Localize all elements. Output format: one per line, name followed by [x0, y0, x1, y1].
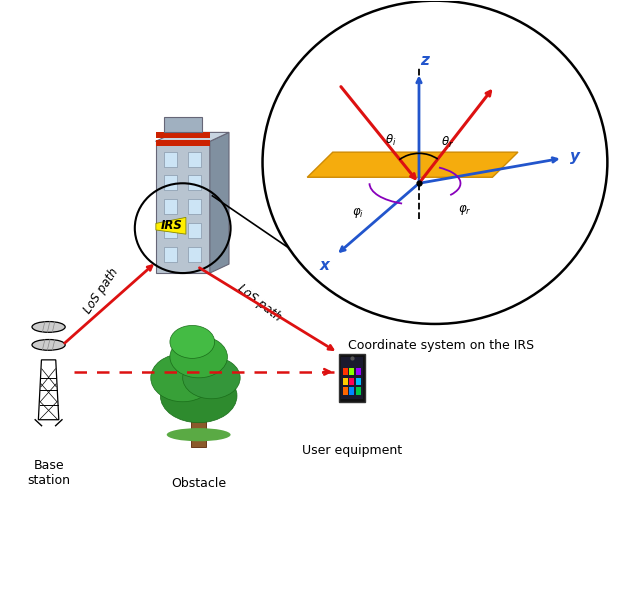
Ellipse shape [151, 354, 214, 402]
Text: $\varphi_r$: $\varphi_r$ [458, 203, 472, 217]
Bar [164, 152, 177, 167]
Ellipse shape [32, 340, 65, 350]
Bar [188, 199, 201, 214]
Ellipse shape [167, 428, 230, 441]
Circle shape [262, 1, 607, 324]
Polygon shape [307, 152, 518, 177]
Bar [164, 175, 177, 190]
Text: IRS: IRS [160, 219, 182, 232]
Bar [156, 142, 210, 273]
Bar [349, 368, 355, 376]
Bar [156, 140, 210, 146]
Text: blocked: blocked [171, 368, 220, 382]
Bar [339, 354, 365, 402]
Ellipse shape [182, 357, 240, 399]
Bar [191, 408, 206, 446]
Bar [188, 223, 201, 238]
Text: $\theta_i$: $\theta_i$ [385, 133, 397, 148]
Bar [164, 118, 202, 133]
Bar [164, 223, 177, 238]
Polygon shape [156, 133, 229, 142]
Text: x: x [319, 259, 330, 274]
Text: LoS path: LoS path [82, 266, 122, 316]
Ellipse shape [170, 325, 214, 358]
Bar [164, 199, 177, 214]
Text: y: y [570, 149, 580, 164]
Text: Coordinate system on the IRS: Coordinate system on the IRS [348, 339, 534, 352]
Polygon shape [156, 217, 186, 234]
Text: Obstacle: Obstacle [171, 476, 226, 490]
Bar [188, 247, 201, 262]
Bar [343, 378, 348, 385]
Bar [356, 378, 361, 385]
Bar [349, 388, 355, 395]
Bar [188, 152, 201, 167]
Bar [156, 133, 210, 139]
Bar [356, 388, 361, 395]
Text: User equipment: User equipment [302, 443, 402, 457]
Ellipse shape [161, 369, 237, 423]
Bar [164, 247, 177, 262]
Bar [343, 388, 348, 395]
Text: $\theta_r$: $\theta_r$ [440, 135, 454, 150]
Text: LoS path: LoS path [235, 282, 284, 324]
Text: z: z [420, 53, 429, 68]
Bar [343, 368, 348, 376]
Bar [356, 368, 361, 376]
Ellipse shape [32, 322, 65, 332]
Ellipse shape [170, 336, 227, 378]
Text: $\varphi_i$: $\varphi_i$ [352, 206, 364, 220]
Bar [349, 378, 355, 385]
Polygon shape [210, 133, 229, 273]
Bar [188, 175, 201, 190]
Bar [341, 357, 363, 399]
Text: Base
station: Base station [27, 458, 70, 487]
